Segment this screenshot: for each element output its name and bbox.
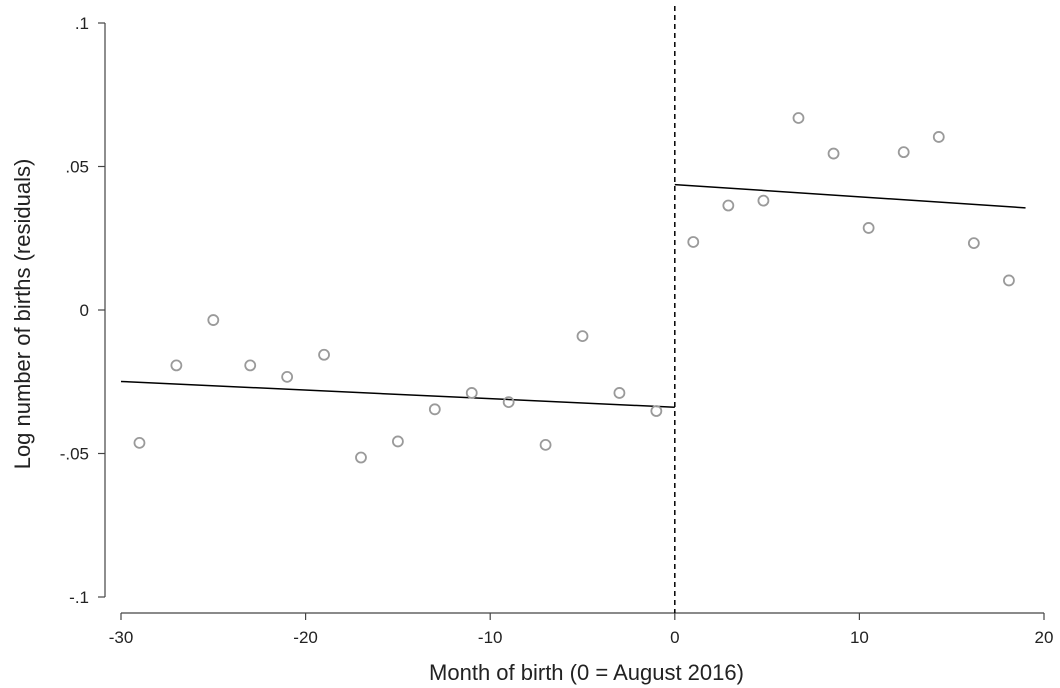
- data-point: [207, 314, 220, 326]
- y-tick-label: -.05: [60, 445, 89, 464]
- x-axis-title: Month of birth (0 = August 2016): [429, 660, 744, 685]
- data-point: [539, 438, 552, 451]
- data-point: [757, 194, 770, 207]
- data-point: [932, 131, 945, 143]
- data-point: [391, 435, 404, 448]
- data-points: [133, 112, 1015, 464]
- x-tick-label: -30: [109, 628, 134, 647]
- data-point: [576, 330, 589, 343]
- x-tick-label: -10: [478, 628, 503, 647]
- data-point: [792, 112, 805, 124]
- data-point: [827, 147, 840, 160]
- data-point: [428, 403, 441, 416]
- y-tick-label: -.1: [69, 588, 89, 607]
- data-point: [318, 348, 330, 361]
- data-point: [281, 370, 294, 383]
- data-point: [244, 359, 257, 372]
- y-tick-label: .05: [65, 158, 89, 177]
- y-axis: -.1 -.05 0 .05 .1: [60, 14, 106, 607]
- data-point: [722, 199, 735, 212]
- fit-line-left: [120, 380, 675, 409]
- data-point: [170, 359, 183, 372]
- data-point: [502, 396, 515, 409]
- x-tick-label: 10: [850, 628, 869, 647]
- data-point: [862, 222, 875, 234]
- data-point: [897, 146, 910, 159]
- data-point: [687, 236, 700, 248]
- data-point: [133, 436, 146, 449]
- data-point: [1003, 274, 1015, 287]
- data-point: [967, 237, 980, 250]
- data-point: [465, 387, 478, 399]
- x-tick-label: 20: [1035, 628, 1054, 647]
- y-tick-label: 0: [80, 301, 89, 320]
- fit-lines: [120, 183, 1026, 409]
- data-point: [613, 387, 626, 399]
- data-point: [355, 451, 367, 464]
- data-point: [650, 405, 663, 417]
- x-tick-label: -20: [293, 628, 318, 647]
- x-axis: -30 -20 -10 0 10 20: [109, 612, 1054, 647]
- y-tick-label: .1: [75, 14, 89, 33]
- fit-line-right: [674, 183, 1026, 209]
- x-tick-label: 0: [670, 628, 679, 647]
- y-axis-title: Log number of births (residuals): [10, 159, 35, 470]
